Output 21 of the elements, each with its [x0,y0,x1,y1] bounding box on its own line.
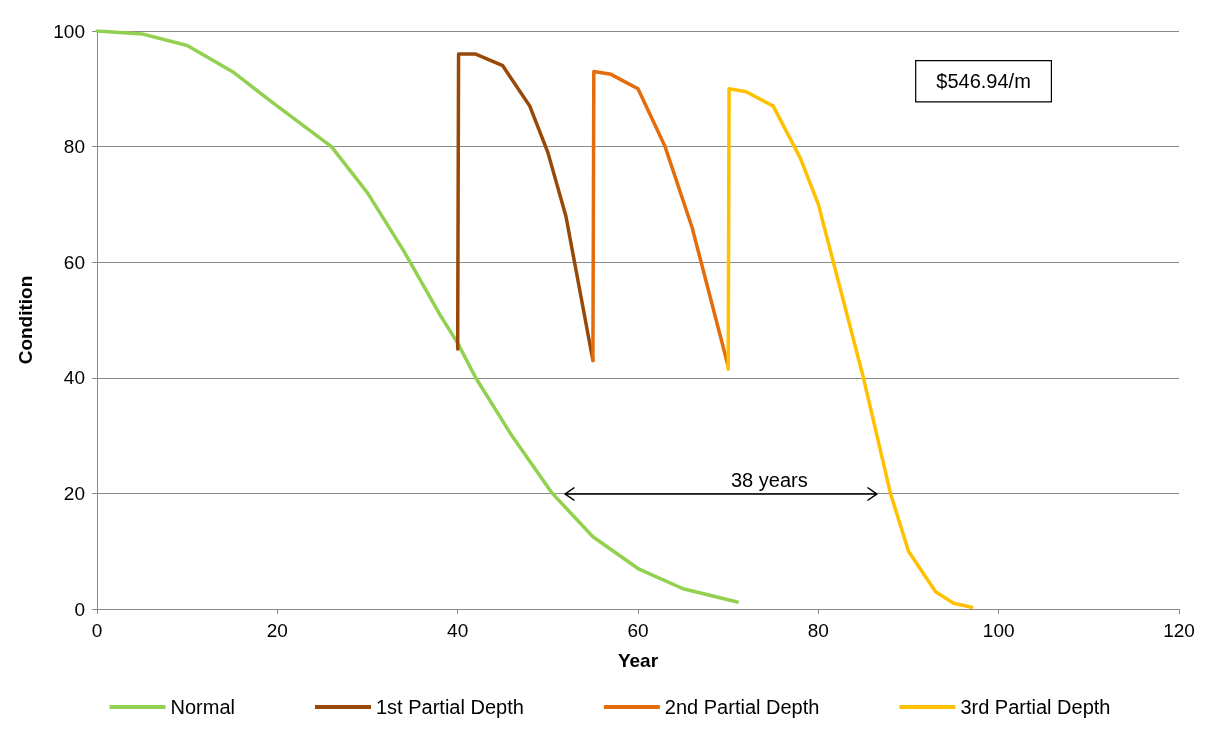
y-tick-label: 60 [63,251,85,273]
x-axis-title: Year [617,650,659,671]
x-tick-label: 80 [807,620,829,641]
y-axis-title: Condition [15,275,36,365]
annotation: $546.94/m [936,70,1031,93]
legend-label: 1st Partial Depth [375,696,524,718]
y-tick-label: 100 [53,20,85,42]
legend-label: Normal [170,696,235,718]
x-tick-label: 60 [627,620,649,641]
x-tick-label: 100 [982,620,1015,641]
y-tick-label: 20 [63,482,85,504]
annotation: 38 years [731,469,808,491]
x-tick-label: 0 [91,620,103,641]
y-tick-label: 0 [74,598,85,620]
legend-label: 2nd Partial Depth [664,696,820,718]
legend-label: 3rd Partial Depth [960,696,1111,718]
y-tick-label: 40 [63,367,85,389]
x-tick-label: 40 [447,620,469,641]
x-tick-label: 20 [266,620,288,641]
y-tick-label: 80 [63,136,85,158]
x-tick-label: 120 [1163,620,1195,641]
